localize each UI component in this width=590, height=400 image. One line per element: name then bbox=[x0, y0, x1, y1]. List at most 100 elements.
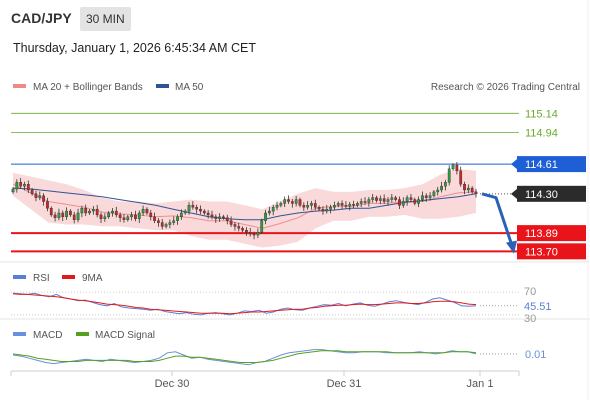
candle-body bbox=[363, 201, 367, 203]
candle-body bbox=[76, 212, 80, 220]
candle-body bbox=[252, 233, 256, 236]
candle-body bbox=[287, 199, 290, 202]
legend-label-macd-signal: MACD Signal bbox=[95, 330, 155, 341]
candle-body bbox=[275, 205, 279, 208]
candle-body bbox=[225, 217, 229, 221]
candle-body bbox=[153, 216, 156, 221]
candle-body bbox=[298, 199, 302, 206]
candle-body bbox=[218, 216, 221, 219]
candle-body bbox=[290, 201, 294, 204]
legend-swatch-ma50 bbox=[156, 84, 169, 88]
legend-label-9ma: 9MA bbox=[82, 273, 103, 284]
candle-body bbox=[69, 210, 72, 216]
candle-body bbox=[88, 210, 91, 214]
level-tag-113.89 bbox=[517, 225, 586, 242]
candle-body bbox=[444, 182, 447, 187]
candle-body bbox=[84, 207, 88, 214]
candle-body bbox=[191, 205, 195, 208]
candle-body bbox=[248, 231, 252, 235]
rsi-9ma-line bbox=[12, 293, 477, 315]
legend-label-ma50: MA 50 bbox=[175, 82, 204, 93]
candle-body bbox=[222, 216, 225, 219]
candle-body bbox=[378, 198, 382, 201]
candle-body bbox=[53, 214, 57, 218]
candle-body bbox=[99, 214, 103, 219]
candle-body bbox=[398, 199, 401, 206]
legend-label-bollinger: MA 20 + Bollinger Bands bbox=[33, 82, 143, 93]
candle-body bbox=[463, 184, 466, 191]
candle-body bbox=[344, 205, 348, 207]
candle-body bbox=[421, 195, 424, 200]
candle-body bbox=[474, 191, 478, 195]
candle-body bbox=[172, 220, 176, 223]
candle-body bbox=[436, 189, 440, 193]
candle-body bbox=[466, 187, 470, 191]
forecast-arrow-head bbox=[506, 240, 517, 254]
rsi-line bbox=[12, 292, 477, 316]
candle-body bbox=[409, 197, 413, 200]
candle-body bbox=[118, 214, 122, 218]
candle-body bbox=[268, 210, 271, 214]
candle-body bbox=[356, 203, 359, 206]
candle-body bbox=[306, 205, 310, 208]
candle-body bbox=[114, 210, 118, 216]
level-label-113.89: 113.89 bbox=[525, 228, 558, 240]
candle-body bbox=[317, 207, 321, 210]
rsi-value-label: 45.51 bbox=[524, 301, 552, 313]
candle-body bbox=[195, 207, 199, 210]
candle-body bbox=[310, 203, 313, 206]
research-credit: Research © 2026 Trading Central bbox=[431, 82, 580, 93]
candle-body bbox=[245, 230, 248, 233]
candle-body bbox=[271, 207, 275, 212]
candle-body bbox=[321, 208, 325, 212]
forecast-arrow bbox=[481, 192, 514, 247]
level-tag-pointer-114.61 bbox=[511, 159, 517, 170]
candle-body bbox=[390, 197, 394, 200]
candle-body bbox=[137, 212, 141, 219]
legend-swatch-rsi bbox=[13, 275, 26, 279]
candle-body bbox=[11, 188, 15, 193]
candle-body bbox=[199, 208, 202, 212]
candle-body bbox=[451, 164, 455, 170]
candle-body bbox=[95, 208, 99, 216]
candle-body bbox=[413, 199, 417, 204]
candle-body bbox=[401, 201, 405, 206]
symbol-title: CAD/JPY bbox=[11, 10, 72, 26]
candle-body bbox=[183, 210, 187, 214]
candle-body bbox=[371, 197, 375, 200]
candle-body bbox=[179, 212, 183, 218]
level-label-113.70: 113.70 bbox=[525, 246, 558, 258]
candle-body bbox=[340, 203, 344, 206]
candle-body bbox=[107, 212, 111, 218]
candle-body bbox=[57, 212, 61, 218]
candle-body bbox=[233, 224, 237, 227]
candle-body bbox=[160, 222, 164, 227]
candle-body bbox=[111, 210, 114, 214]
candle-body bbox=[283, 199, 287, 204]
candle-body bbox=[26, 184, 30, 191]
candle-body bbox=[417, 199, 420, 204]
candle-body bbox=[264, 212, 267, 221]
candle-body bbox=[336, 203, 340, 206]
candle-body bbox=[80, 207, 84, 214]
candle-body bbox=[65, 210, 68, 218]
time-tick-label: Jan 1 bbox=[467, 378, 494, 390]
rsi-tick-70: 70 bbox=[524, 286, 536, 298]
candle-body bbox=[325, 208, 329, 212]
candle-body bbox=[164, 224, 168, 227]
candle-body bbox=[440, 185, 443, 191]
candle-body bbox=[126, 216, 130, 220]
candle-body bbox=[206, 212, 210, 216]
candle-body bbox=[394, 197, 398, 200]
candle-body bbox=[176, 216, 179, 221]
candle-body bbox=[432, 191, 436, 196]
level-tag-114.61 bbox=[517, 156, 586, 173]
candle-body bbox=[313, 203, 317, 208]
candle-body bbox=[34, 193, 38, 198]
candle-body bbox=[256, 231, 260, 236]
timeframe-button[interactable]: 30 MIN bbox=[80, 7, 131, 31]
candle-body bbox=[237, 226, 241, 229]
candle-body bbox=[214, 216, 218, 219]
candle-body bbox=[46, 201, 49, 209]
legend-label-macd: MACD bbox=[33, 330, 62, 341]
